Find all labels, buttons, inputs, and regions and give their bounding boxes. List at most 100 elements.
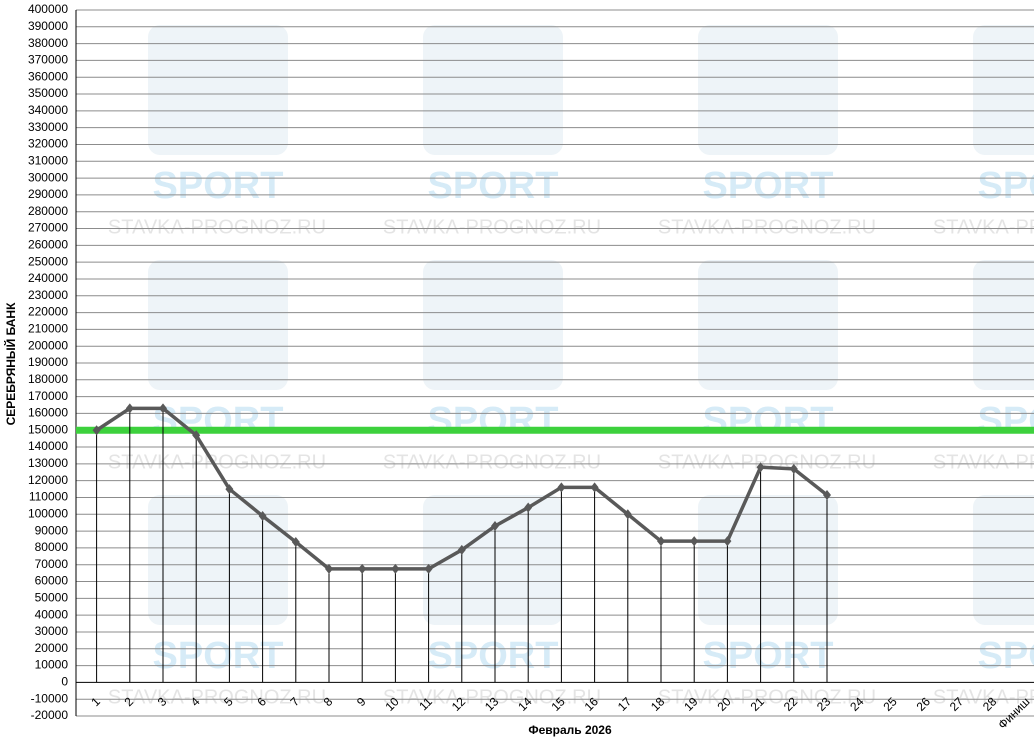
y-tick-label: 100000 [28,506,68,520]
y-tick-label: 140000 [28,439,68,453]
y-tick-label: 60000 [35,574,69,588]
y-tick-label: 150000 [28,422,68,436]
watermark: STAVKA-PROGNOZ.RU [108,451,326,473]
y-tick-label: 160000 [28,406,68,420]
y-tick-label: 280000 [28,204,68,218]
point [457,544,466,555]
watermark: SPORT [153,635,284,677]
point [424,563,433,574]
watermark: STAVKA-PROGNOZ.RU [383,216,601,238]
watermark: SPORT [703,400,834,442]
point [756,462,765,473]
y-tick-label: 340000 [28,103,68,117]
watermark: STAVKA-PROGNOZ.RU [108,216,326,238]
y-axis-label: СЕРЕБРЯНЫЙ БАНК [3,302,18,426]
watermark: STAVKA-PROGNOZ.RU [658,686,876,708]
watermark-logo [698,25,838,155]
point [823,489,831,500]
point [623,509,632,520]
y-tick-label: 290000 [28,187,68,201]
y-tick-label: 90000 [35,523,69,537]
y-tick-label: 260000 [28,238,68,252]
watermark-logo [973,495,1034,625]
watermark: SPORT [153,165,284,207]
point [524,502,533,513]
watermark: SPORT [153,400,284,442]
watermark: SPORT [428,635,559,677]
watermark: STAVKA-PROGNOZ.RU [933,451,1034,473]
point [92,425,101,436]
x-tick-label: 17 [615,694,635,714]
point [590,482,599,493]
point [159,403,167,414]
y-tick-label: 110000 [29,490,68,504]
watermark-logo [423,25,563,155]
point [358,563,367,574]
y-tick-label: 200000 [28,338,68,352]
x-tick-label: 25 [880,694,900,714]
point [125,403,134,414]
point [690,536,699,547]
y-tick-label: 320000 [28,137,68,151]
watermark: STAVKA-PROGNOZ.RU [658,451,876,473]
watermark-logo [698,260,838,390]
y-tick-label: 20000 [35,641,69,655]
x-tick-label: 1 [88,694,103,709]
point [391,563,400,574]
point [291,537,300,548]
watermark: SPORT [428,165,559,207]
watermark: STAVKA-PROGNOZ.RU [658,216,876,238]
point [225,484,234,495]
watermark: SPORT [978,165,1034,207]
y-tick-label: -20000 [31,708,69,722]
watermark: STAVKA-PROGNOZ.RU [933,686,1034,708]
y-tick-label: 0 [61,675,68,689]
y-tick-label: 230000 [28,288,68,302]
watermark-logo [148,260,288,390]
y-tick-label: 270000 [28,221,68,235]
y-tick-label: 400000 [28,2,68,16]
y-tick-label: -10000 [31,691,69,705]
y-tick-label: 80000 [35,540,69,554]
y-tick-label: 390000 [28,19,68,33]
watermark: STAVKA-PROGNOZ.RU [383,686,601,708]
y-tick-label: 360000 [28,69,68,83]
point [325,563,333,574]
point [192,430,201,441]
watermark-logo [148,495,288,625]
y-tick-label: 330000 [28,120,68,134]
watermark: SPORT [428,400,559,442]
watermark: SPORT [703,635,834,677]
y-tick-label: 50000 [35,591,69,605]
watermark-logo [973,260,1034,390]
watermark: STAVKA-PROGNOZ.RU [383,451,601,473]
x-tick-label: 26 [914,694,934,714]
watermark: SPORT [978,400,1034,442]
y-tick-label: 350000 [28,86,68,100]
y-tick-label: 130000 [28,456,68,470]
point [491,521,499,532]
watermark: STAVKA-PROGNOZ.RU [108,686,326,708]
x-tick-label: 9 [354,694,369,709]
watermark-logo [148,25,288,155]
y-tick-label: 170000 [28,389,68,403]
y-tick-label: 30000 [35,624,69,638]
y-tick-label: 370000 [28,53,68,67]
point [723,536,732,547]
x-axis-label: Февраль 2026 [528,723,612,737]
y-tick-label: 180000 [28,372,68,386]
y-tick-label: 220000 [28,305,68,319]
y-tick-label: 240000 [28,271,68,285]
watermark-logo [973,25,1034,155]
watermark: STAVKA-PROGNOZ.RU [933,216,1034,238]
y-tick-label: 300000 [28,170,68,184]
y-tick-label: 310000 [28,153,68,167]
watermark: SPORT [978,635,1034,677]
y-tick-label: 120000 [28,473,68,487]
y-tick-label: 40000 [35,607,69,621]
watermark-logo [423,260,563,390]
point [657,536,665,547]
y-tick-label: 10000 [35,658,69,672]
